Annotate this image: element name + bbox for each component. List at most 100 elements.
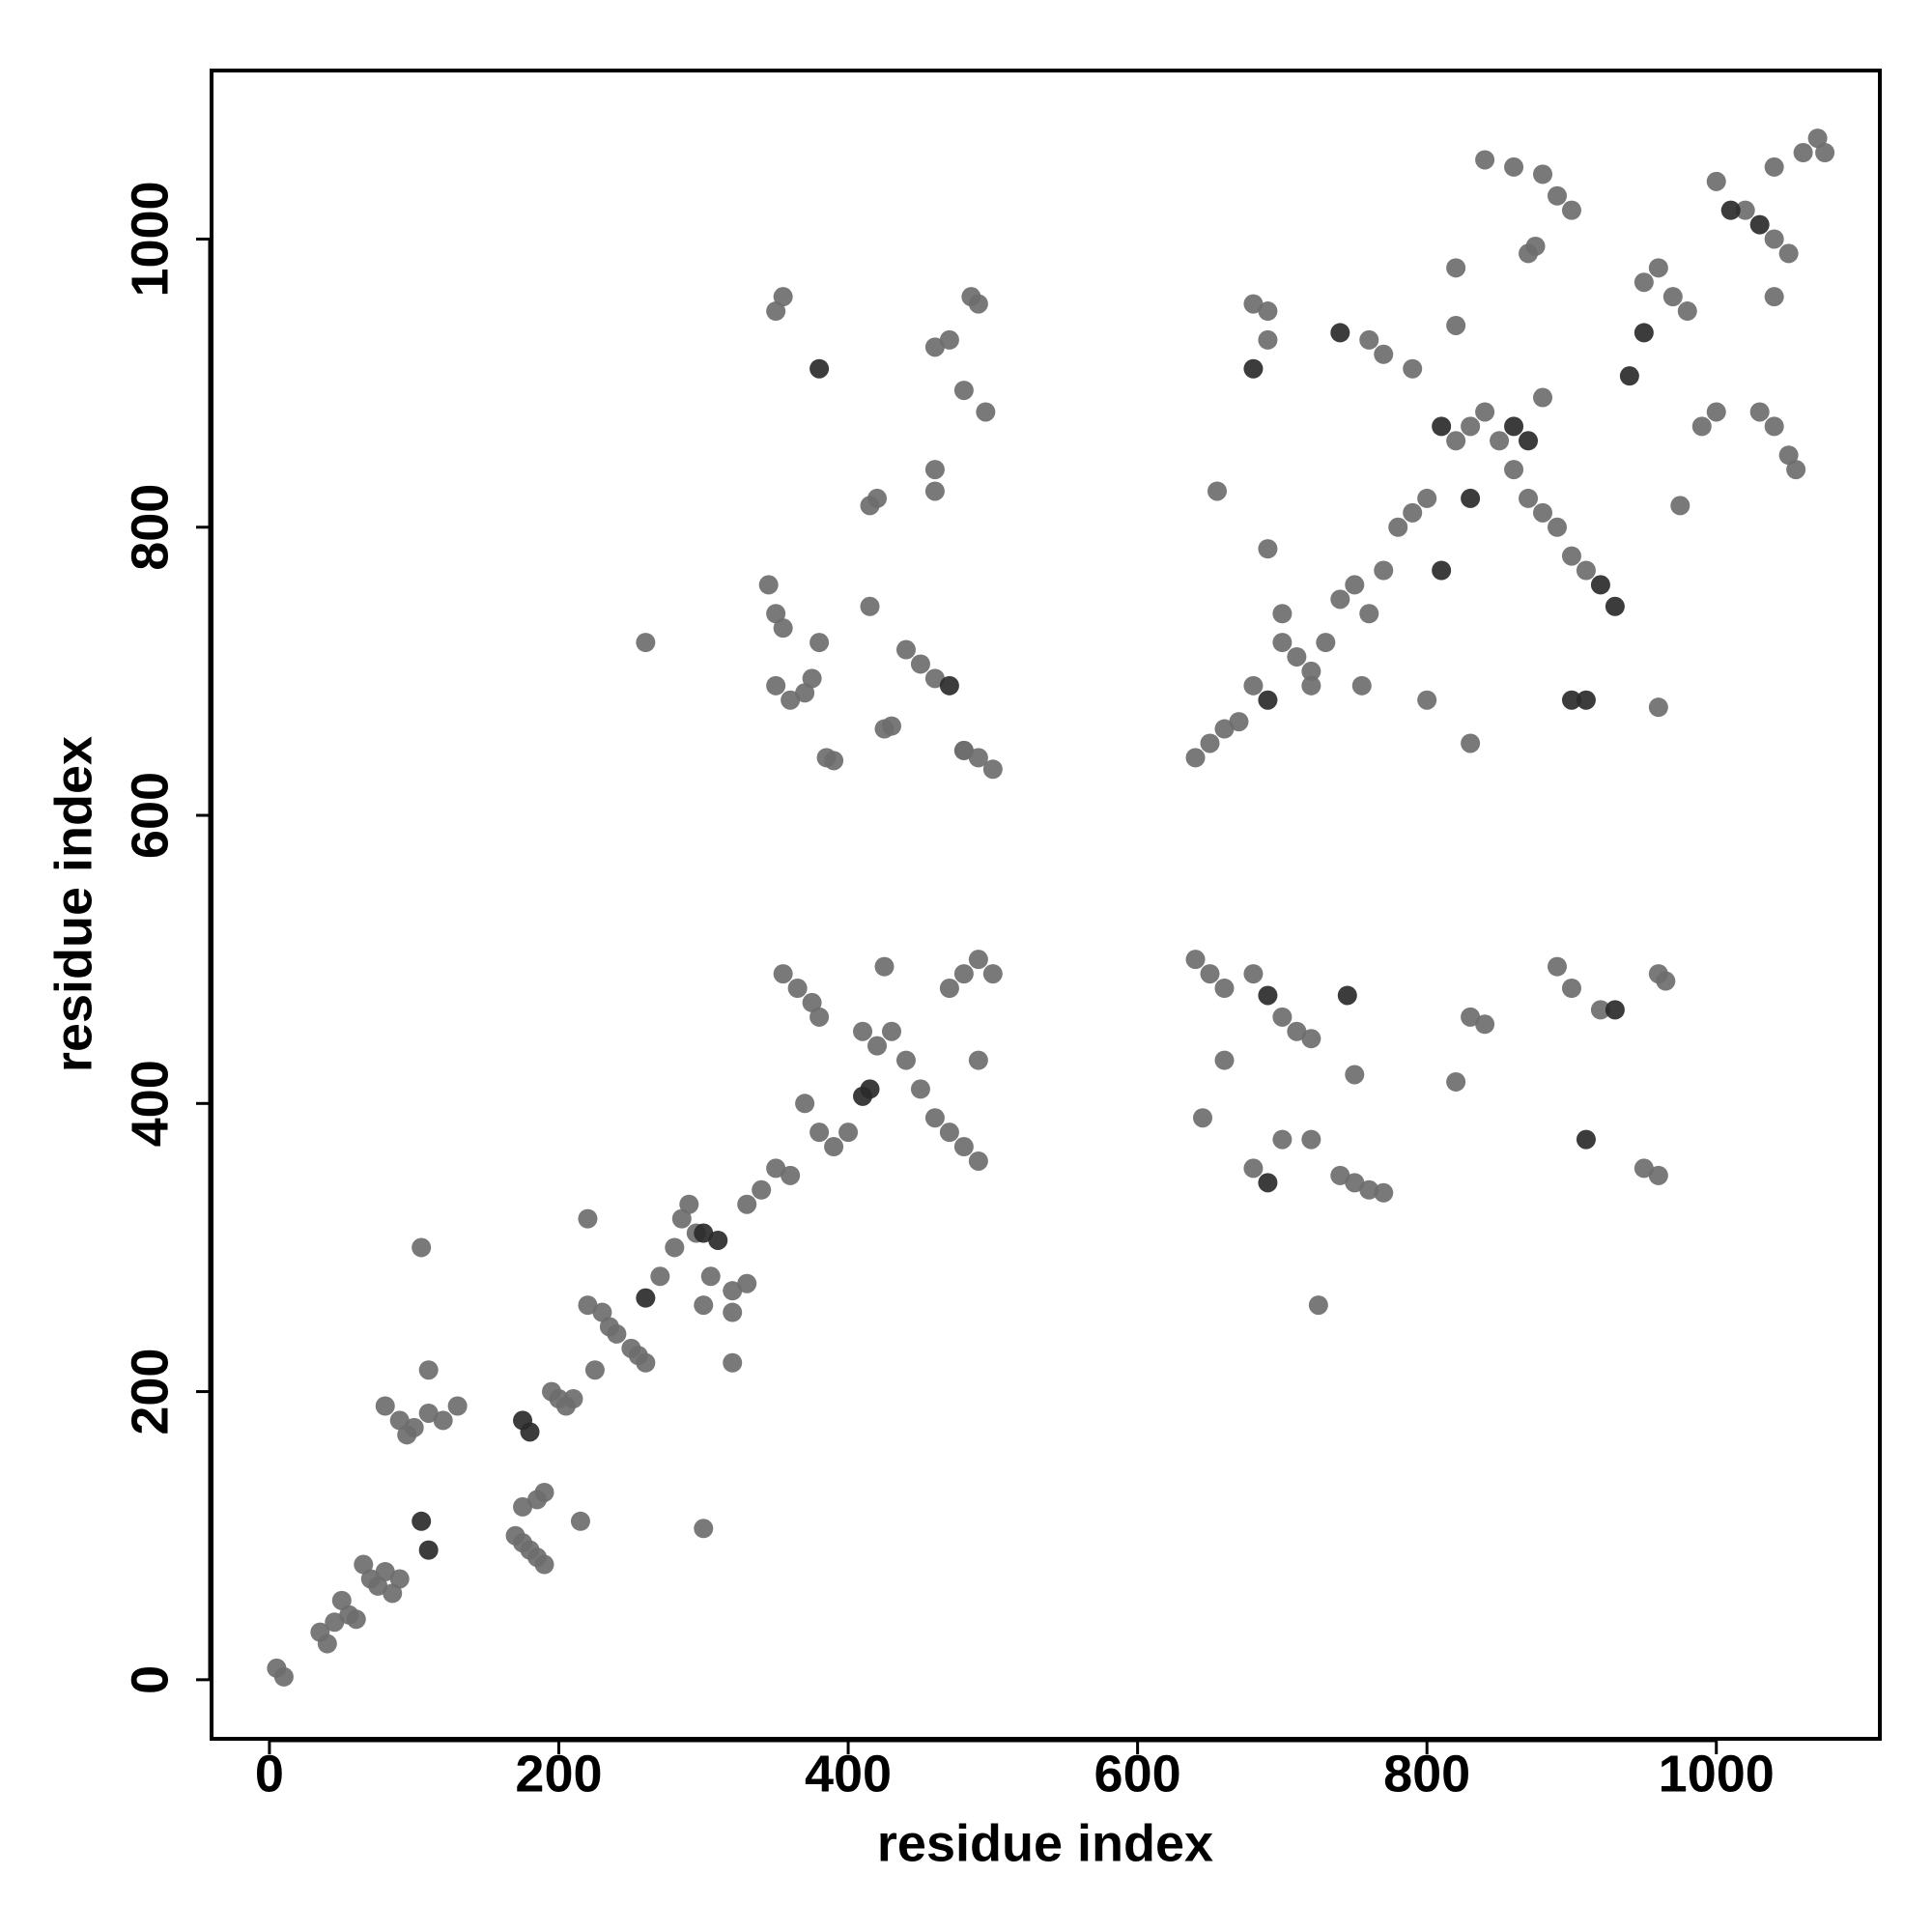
contact-point (867, 488, 888, 508)
contact-point (325, 1612, 345, 1633)
contact-point (1359, 604, 1379, 624)
contact-point (1764, 287, 1784, 307)
contact-point (752, 1179, 772, 1200)
contact-point (1561, 978, 1581, 998)
contact-point (968, 1151, 988, 1171)
contact-point (1634, 1158, 1654, 1179)
contact-point (412, 1237, 432, 1258)
contact-point (1258, 301, 1278, 322)
contact-point (860, 1079, 880, 1099)
contact-point (1793, 143, 1813, 163)
x-tick-label: 200 (515, 1745, 602, 1803)
contact-point (1258, 539, 1278, 559)
contact-point (1258, 1173, 1278, 1193)
contact-point (513, 1496, 533, 1517)
contact-point (1359, 329, 1379, 350)
contact-point (953, 1137, 974, 1157)
contact-point (1561, 546, 1581, 566)
contact-point (1432, 416, 1452, 437)
contact-point (1388, 517, 1408, 537)
contact-point (1330, 589, 1350, 610)
contact-point (810, 1122, 830, 1143)
contact-point (1475, 1014, 1495, 1035)
contact-point (694, 1223, 714, 1243)
contact-point (1258, 690, 1278, 710)
contact-point (584, 1360, 605, 1380)
contact-point (1446, 258, 1466, 278)
contact-point (1308, 1295, 1328, 1316)
contact-point (1461, 488, 1481, 508)
contact-point (939, 675, 959, 696)
contact-point (1316, 633, 1336, 653)
contact-point (895, 1050, 916, 1070)
contact-point (924, 481, 945, 501)
contact-point (1691, 416, 1712, 437)
y-tick-label: 0 (121, 1665, 179, 1694)
contact-point (1243, 964, 1264, 984)
contact-point (982, 759, 1003, 780)
contact-point (418, 1360, 439, 1380)
contact-point (273, 1666, 294, 1687)
contact-point (1258, 985, 1278, 1006)
contact-point (317, 1634, 337, 1654)
contact-point (1446, 315, 1466, 335)
contact-point (1287, 1021, 1307, 1041)
contact-point (563, 1389, 583, 1409)
contact-point (939, 978, 959, 998)
contact-point (527, 1490, 548, 1510)
contact-point (810, 358, 830, 379)
contact-point (354, 1554, 374, 1575)
contact-point (924, 337, 945, 357)
contact-point (1815, 143, 1835, 163)
contact-point (1670, 496, 1690, 516)
contact-point (389, 1569, 410, 1589)
contact-point (881, 1021, 901, 1041)
contact-point (700, 1266, 721, 1287)
x-tick-label: 600 (1094, 1745, 1181, 1803)
contact-point (1749, 214, 1770, 235)
contact-point (810, 1007, 830, 1027)
contact-point (1403, 502, 1423, 523)
contact-point (1749, 402, 1770, 422)
contact-point (418, 1403, 439, 1423)
contact-point (737, 1273, 757, 1293)
y-axis-title: residue index (44, 736, 102, 1072)
contact-point (513, 1410, 533, 1431)
contact-point (838, 1122, 859, 1143)
contact-point (1764, 229, 1784, 249)
contact-point (968, 294, 988, 314)
contact-point (570, 1511, 590, 1531)
contact-point (881, 716, 901, 736)
contact-point (592, 1302, 612, 1322)
contact-point (1345, 1065, 1365, 1085)
contact-point (1648, 1165, 1668, 1185)
contact-point (1185, 950, 1206, 970)
contact-point (802, 668, 822, 689)
contact-point (1243, 294, 1264, 314)
contact-point (1533, 387, 1553, 408)
contact-point (671, 1208, 692, 1229)
contact-point (607, 1323, 627, 1344)
contact-point (1301, 1129, 1321, 1150)
contact-point (1461, 1007, 1481, 1027)
contact-point (1778, 445, 1799, 466)
contact-point (1185, 748, 1206, 768)
contact-point (953, 381, 974, 401)
contact-point (924, 1108, 945, 1128)
contact-point (1330, 323, 1350, 343)
contact-point (1475, 402, 1495, 422)
contact-point (1243, 358, 1264, 379)
contact-point (924, 460, 945, 480)
contact-point (1272, 1129, 1293, 1150)
contact-point (1446, 431, 1466, 451)
contact-point (795, 1094, 815, 1114)
contact-point (1272, 604, 1293, 624)
contact-point (1590, 1000, 1610, 1020)
contact-point (1490, 431, 1510, 451)
contact-point (824, 1137, 844, 1157)
contact-point (1533, 164, 1553, 185)
contact-point (1561, 690, 1581, 710)
contact-point (723, 1302, 743, 1322)
contact-point (1576, 560, 1596, 581)
